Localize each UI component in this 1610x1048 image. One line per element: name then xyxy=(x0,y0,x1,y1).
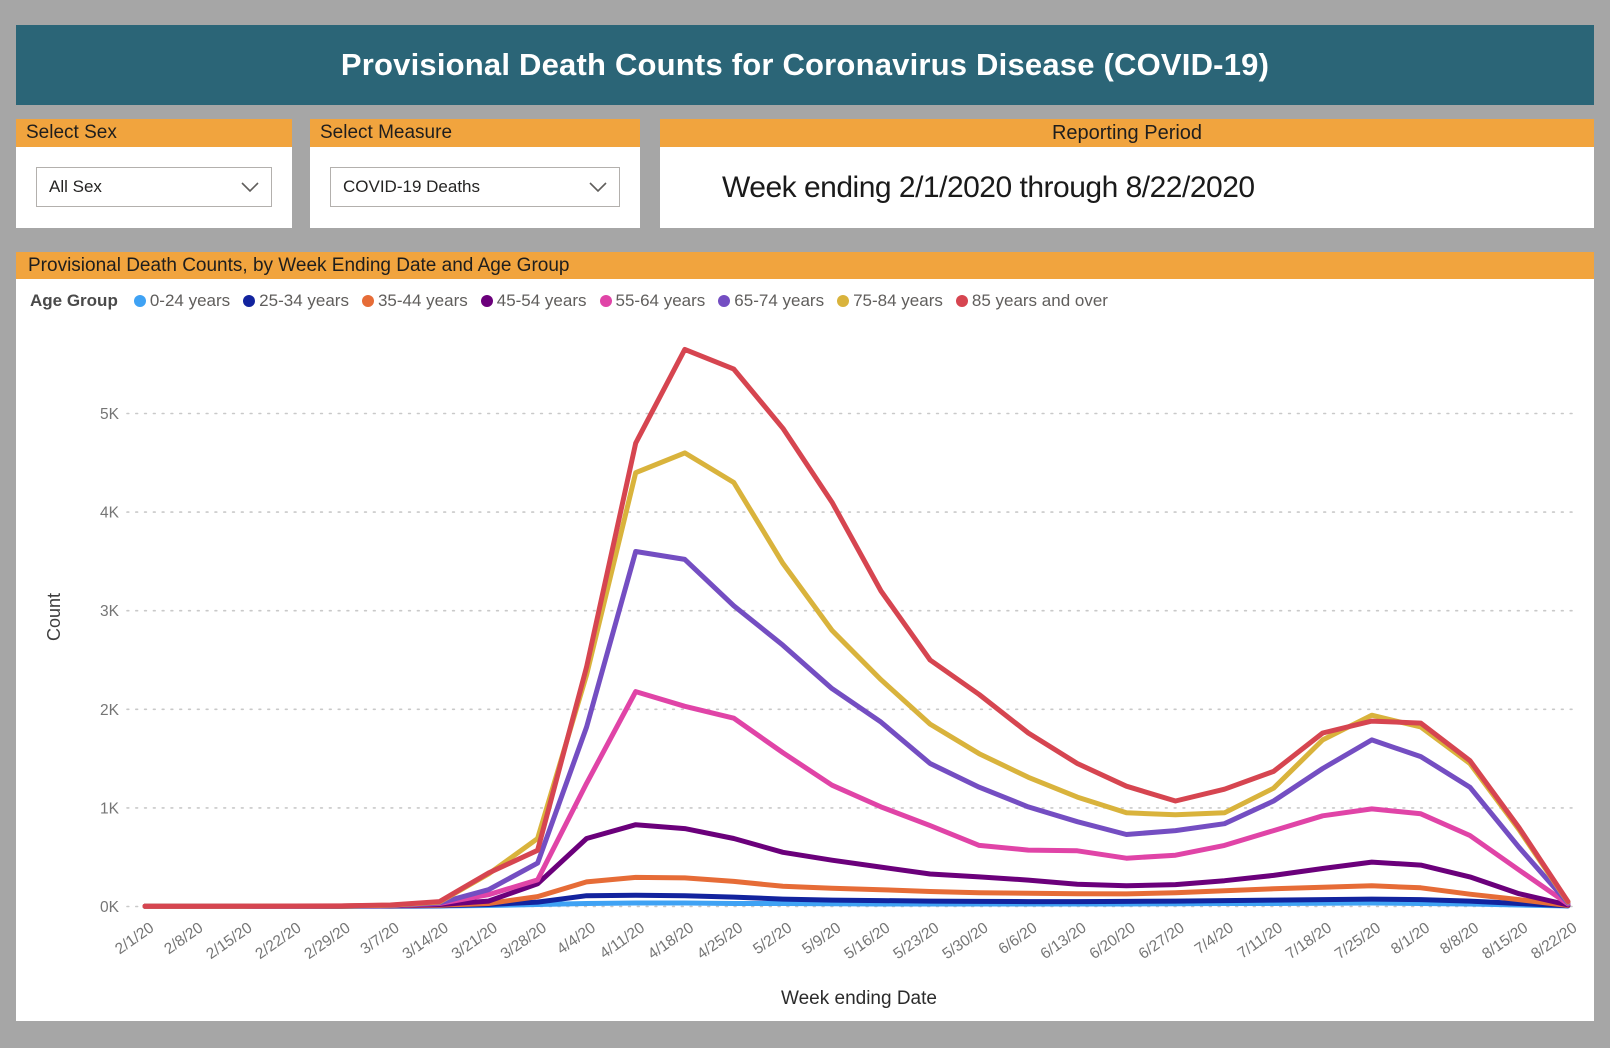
series-line-45-54-years[interactable] xyxy=(142,822,1571,909)
legend-label: 35-44 years xyxy=(377,291,468,310)
chart-title: Provisional Death Counts, by Week Ending… xyxy=(28,254,570,276)
x-tick-7/18/20: 7/18/20 xyxy=(1283,919,1335,963)
dashboard-title-bar: Provisional Death Counts for Coronavirus… xyxy=(16,25,1594,105)
legend-dot xyxy=(837,295,850,307)
filter-panel-sex: Select Sex All Sex xyxy=(16,119,292,228)
measure-dropdown[interactable]: COVID-19 Deaths xyxy=(330,167,620,207)
legend-item-75-84-years[interactable]: 75-84 years xyxy=(837,291,943,311)
x-tick-8/15/20: 8/15/20 xyxy=(1479,919,1531,963)
legend-dot xyxy=(599,295,612,307)
legend-dot xyxy=(480,295,493,307)
series-line-65-74-years[interactable] xyxy=(142,549,1571,909)
legend-label: 85 years and over xyxy=(971,291,1108,310)
x-tick-6/27/20: 6/27/20 xyxy=(1136,919,1188,963)
x-tick-7/4/20: 7/4/20 xyxy=(1192,919,1237,958)
line-chart: 0K 1K 2K 3K 4K 5K 2/1/20 2/8/202/15/202/22/202/… xyxy=(44,346,1581,1009)
x-tick-8/1/20: 8/1/20 xyxy=(1388,919,1433,958)
legend-item-0-24-years[interactable]: 0-24 years xyxy=(133,291,231,311)
x-tick-3/28/20: 3/28/20 xyxy=(498,919,550,963)
x-tick-6/13/20: 6/13/20 xyxy=(1038,919,1090,963)
y-tick-3K: 3K xyxy=(100,603,120,620)
x-tick-4/18/20: 4/18/20 xyxy=(645,919,697,963)
chart-legend: Age Group 0-24 years 25-34 years 35-44 yea… xyxy=(30,291,1121,311)
x-tick-5/16/20: 5/16/20 xyxy=(841,919,893,963)
legend-title: Age Group xyxy=(30,291,118,310)
x-tick-4/25/20: 4/25/20 xyxy=(694,919,746,963)
sex-dropdown-value: All Sex xyxy=(49,177,102,196)
chart-panel: Provisional Death Counts, by Week Ending… xyxy=(16,252,1594,1021)
filter-measure-header: Select Measure xyxy=(310,119,640,147)
legend-item-25-34-years[interactable]: 25-34 years xyxy=(243,291,349,311)
reporting-period-label: Reporting Period xyxy=(1051,121,1203,144)
reporting-period-panel: Reporting Period Week ending 2/1/2020 th… xyxy=(660,119,1594,228)
filter-panel-measure: Select Measure COVID-19 Deaths xyxy=(310,119,640,228)
reporting-period-header: Reporting Period xyxy=(660,119,1594,147)
x-axis-title: Week ending Date xyxy=(781,988,937,1009)
filter-sex-body: All Sex xyxy=(16,147,292,228)
legend-dot xyxy=(955,295,968,307)
series-line-85-years-and-over[interactable] xyxy=(142,346,1571,909)
x-tick-2/29/20: 2/29/20 xyxy=(301,919,353,963)
legend-label: 45-54 years xyxy=(496,291,587,310)
sex-dropdown[interactable]: All Sex xyxy=(36,167,272,207)
x-tick-5/2/20: 5/2/20 xyxy=(750,919,795,958)
y-tick-1K: 1K xyxy=(100,800,120,817)
reporting-period-value: Week ending 2/1/2020 through 8/22/2020 xyxy=(722,170,1255,204)
y-tick-5K: 5K xyxy=(100,406,120,423)
filter-sex-label: Select Sex xyxy=(26,122,117,143)
x-tick-2/1/20: 2/1/20 xyxy=(112,919,157,958)
reporting-period-body: Week ending 2/1/2020 through 8/22/2020 xyxy=(660,147,1594,228)
legend-label: 25-34 years xyxy=(259,291,349,310)
x-tick-4/4/20: 4/4/20 xyxy=(554,919,599,958)
x-tick-3/21/20: 3/21/20 xyxy=(449,919,501,963)
x-tick-6/6/20: 6/6/20 xyxy=(995,919,1040,958)
legend-label: 55-64 years xyxy=(615,291,706,310)
x-tick-5/23/20: 5/23/20 xyxy=(890,919,942,963)
y-tick-2K: 2K xyxy=(100,702,120,719)
x-tick-7/11/20: 7/11/20 xyxy=(1235,919,1286,962)
x-tick-2/15/20: 2/15/20 xyxy=(203,919,255,963)
chevron-down-icon xyxy=(241,181,259,193)
series-line-75-84-years[interactable] xyxy=(142,450,1571,909)
filter-sex-header: Select Sex xyxy=(16,119,292,147)
filter-measure-label: Select Measure xyxy=(320,122,453,143)
x-tick-3/14/20: 3/14/20 xyxy=(400,919,452,963)
legend-item-35-44-years[interactable]: 35-44 years xyxy=(361,291,468,311)
chevron-down-icon xyxy=(589,181,607,193)
x-tick-2/22/20: 2/22/20 xyxy=(252,919,304,963)
legend-label: 65-74 years xyxy=(734,291,825,310)
legend-item-65-74-years[interactable]: 65-74 years xyxy=(718,291,824,311)
x-tick-4/11/20: 4/11/20 xyxy=(597,919,648,962)
x-tick-5/9/20: 5/9/20 xyxy=(799,919,844,958)
chart-title-bar: Provisional Death Counts, by Week Ending… xyxy=(16,252,1594,279)
legend-dot xyxy=(361,295,374,307)
measure-dropdown-value: COVID-19 Deaths xyxy=(343,177,480,196)
legend-item-85-years-and-over[interactable]: 85 years and over xyxy=(955,291,1108,311)
legend-item-45-54-years[interactable]: 45-54 years xyxy=(480,291,587,311)
x-tick-3/7/20: 3/7/20 xyxy=(358,919,403,958)
legend-item-55-64-years[interactable]: 55-64 years xyxy=(599,291,706,311)
x-tick-7/25/20: 7/25/20 xyxy=(1332,919,1384,963)
x-tick-8/8/20: 8/8/20 xyxy=(1437,919,1482,958)
x-tick-5/30/20: 5/30/20 xyxy=(939,919,991,963)
y-tick-0K: 0K xyxy=(100,899,120,916)
y-axis-title: Count xyxy=(44,593,64,641)
x-tick-8/22/20: 8/22/20 xyxy=(1528,919,1580,963)
legend-dot xyxy=(718,295,731,307)
legend-label: 75-84 years xyxy=(853,291,943,310)
legend-label: 0-24 years xyxy=(149,291,231,310)
filter-measure-body: COVID-19 Deaths xyxy=(310,147,640,228)
x-tick-2/8/20: 2/8/20 xyxy=(161,919,206,958)
y-tick-4K: 4K xyxy=(100,505,120,522)
legend-dot xyxy=(133,295,146,307)
dashboard-title: Provisional Death Counts for Coronavirus… xyxy=(340,47,1270,82)
legend-dot xyxy=(243,295,256,307)
x-tick-6/20/20: 6/20/20 xyxy=(1087,919,1139,963)
